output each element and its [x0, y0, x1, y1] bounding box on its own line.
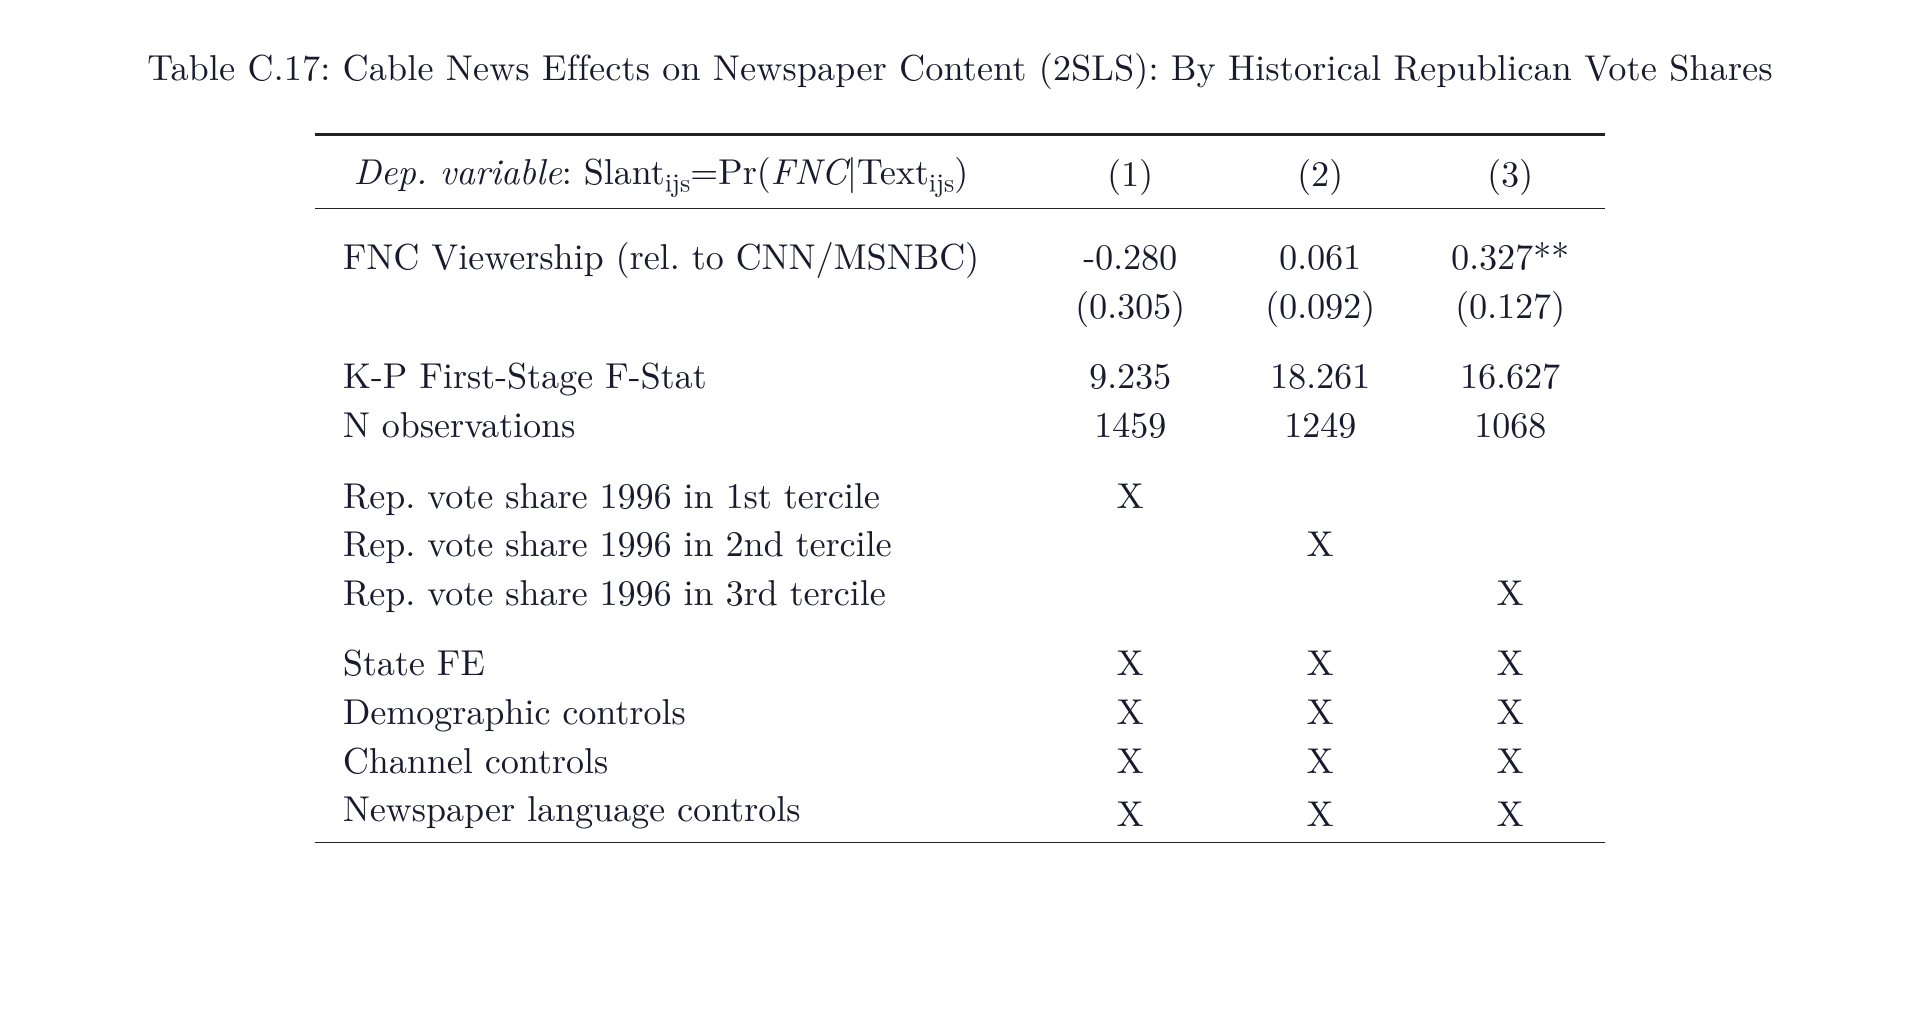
cell-state-1: X [1035, 637, 1225, 686]
row-lang: Newspaper language controls X X X [315, 783, 1605, 842]
label-t3: Rep. vote share 1996 in 3rd tercile [315, 567, 1035, 616]
label-t2: Rep. vote share 1996 in 2nd tercile [315, 518, 1035, 567]
cell-chan-3: X [1415, 735, 1605, 784]
dep-var-close: ) [954, 144, 968, 195]
row-state-fe: State FE X X X [315, 637, 1605, 686]
col-head-2: (2) [1225, 135, 1415, 209]
cell-fnc-1: -0.280 [1035, 231, 1225, 280]
col-head-1: (1) [1035, 135, 1225, 209]
label-lang: Newspaper language controls [315, 783, 1035, 842]
cell-t1-3 [1415, 470, 1605, 519]
spacer-1 [315, 328, 1605, 350]
cell-state-3: X [1415, 637, 1605, 686]
cell-demo-2: X [1225, 686, 1415, 735]
dep-var-header: Dep. variable: Slantijs=Pr(FNC|Textijs) [315, 135, 1035, 209]
cell-n-1: 1459 [1035, 399, 1225, 448]
spacer-3 [315, 615, 1605, 637]
page: Table C.17: Cable News Effects on Newspa… [0, 0, 1920, 1009]
header-row: Dep. variable: Slantijs=Pr(FNC|Textijs) … [315, 135, 1605, 209]
cell-t2-2: X [1225, 518, 1415, 567]
cell-lang-1: X [1035, 783, 1225, 842]
cell-n-3: 1068 [1415, 399, 1605, 448]
cell-kpf-2: 18.261 [1225, 350, 1415, 399]
label-t1: Rep. vote share 1996 in 1st tercile [315, 470, 1035, 519]
dep-var-fnc: FNC [771, 144, 847, 195]
row-fnc-coef: FNC Viewership (rel. to CNN/MSNBC) -0.28… [315, 231, 1605, 280]
cell-fnc-2: 0.061 [1225, 231, 1415, 280]
row-tercile-2: Rep. vote share 1996 in 2nd tercile X [315, 518, 1605, 567]
cell-fnc-se-3: (0.127) [1415, 280, 1605, 329]
row-demo: Demographic controls X X X [315, 686, 1605, 735]
label-chan: Channel controls [315, 735, 1035, 784]
label-fnc-se [315, 280, 1035, 329]
regression-table: Dep. variable: Slantijs=Pr(FNC|Textijs) … [315, 133, 1605, 843]
cell-state-2: X [1225, 637, 1415, 686]
dep-var-prefix: Dep. variable [354, 144, 562, 195]
cell-t2-1 [1035, 518, 1225, 567]
row-nobs: N observations 1459 1249 1068 [315, 399, 1605, 448]
cell-fnc-se-1: (0.305) [1035, 280, 1225, 329]
cell-kpf-3: 16.627 [1415, 350, 1605, 399]
label-state: State FE [315, 637, 1035, 686]
col-head-3: (3) [1415, 135, 1605, 209]
label-kpf: K-P First-Stage F-Stat [315, 350, 1035, 399]
label-nobs: N observations [315, 399, 1035, 448]
cell-t3-2 [1225, 567, 1415, 616]
cell-fnc-3: 0.327** [1415, 231, 1605, 280]
dep-var-eq: = [690, 144, 718, 195]
dep-var-slant: Slant [584, 144, 665, 195]
row-channel: Channel controls X X X [315, 735, 1605, 784]
row-kpf: K-P First-Stage F-Stat 9.235 18.261 16.6… [315, 350, 1605, 399]
cell-demo-1: X [1035, 686, 1225, 735]
table-caption: Table C.17: Cable News Effects on Newspa… [40, 40, 1880, 91]
row-tercile-1: Rep. vote share 1996 in 1st tercile X [315, 470, 1605, 519]
cell-kpf-1: 9.235 [1035, 350, 1225, 399]
cell-chan-2: X [1225, 735, 1415, 784]
cell-lang-2: X [1225, 783, 1415, 842]
label-demo: Demographic controls [315, 686, 1035, 735]
cell-fnc-se-2: (0.092) [1225, 280, 1415, 329]
dep-var-pr: Pr( [718, 144, 771, 195]
cell-t3-1 [1035, 567, 1225, 616]
cell-t1-1: X [1035, 470, 1225, 519]
row-fnc-se: (0.305) (0.092) (0.127) [315, 280, 1605, 329]
dep-var-mid: |Text [847, 144, 929, 195]
label-fnc: FNC Viewership (rel. to CNN/MSNBC) [315, 231, 1035, 280]
cell-t2-3 [1415, 518, 1605, 567]
row-tercile-3: Rep. vote share 1996 in 3rd tercile X [315, 567, 1605, 616]
midrule-spacer [315, 209, 1605, 232]
spacer-2 [315, 448, 1605, 470]
dep-var-sub2: ijs [929, 162, 954, 199]
cell-lang-3: X [1415, 783, 1605, 842]
dep-var-colon: : [562, 144, 584, 195]
cell-t3-3: X [1415, 567, 1605, 616]
cell-t1-2 [1225, 470, 1415, 519]
cell-chan-1: X [1035, 735, 1225, 784]
cell-n-2: 1249 [1225, 399, 1415, 448]
dep-var-sub1: ijs [665, 162, 690, 199]
cell-demo-3: X [1415, 686, 1605, 735]
